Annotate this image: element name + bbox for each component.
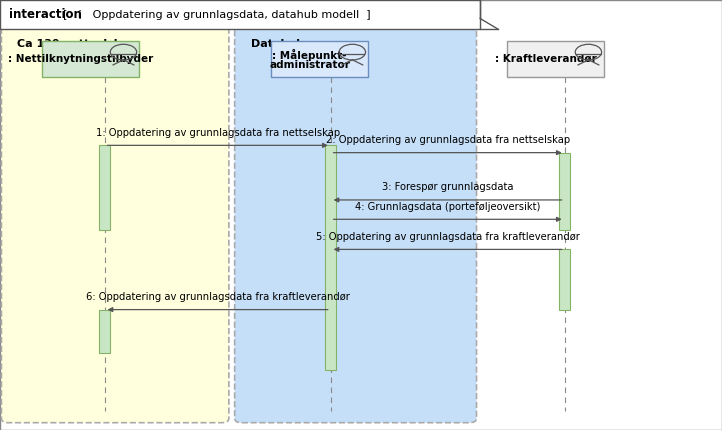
Text: 6: Oppdatering av grunnlagsdata fra kraftleverandør: 6: Oppdatering av grunnlagsdata fra kraf… (86, 292, 349, 302)
Text: administrator: administrator (269, 60, 350, 70)
Text: : Kraftleverandør: : Kraftleverandør (495, 54, 596, 64)
Text: 2: Oppdatering av grunnlagsdata fra nettselskap: 2: Oppdatering av grunnlagsdata fra nett… (326, 135, 570, 145)
Bar (507, 41, 604, 77)
FancyBboxPatch shape (235, 25, 477, 423)
Bar (271, 41, 368, 77)
Text: interaction: interaction (9, 8, 82, 21)
Bar (0, 0, 480, 29)
Bar (99, 310, 110, 353)
Bar (99, 145, 110, 230)
FancyBboxPatch shape (1, 25, 229, 423)
Text: : Målepunkt-: : Målepunkt- (272, 49, 347, 61)
Bar (325, 145, 336, 370)
Text: 3: Forespør grunnlagsdata: 3: Forespør grunnlagsdata (382, 182, 513, 192)
Text: 1: Oppdatering av grunnlagsdata fra nettselskap: 1: Oppdatering av grunnlagsdata fra nett… (95, 128, 340, 138)
Text: Datahub: Datahub (251, 39, 304, 49)
Text: Ca 130 nettselskap: Ca 130 nettselskap (17, 39, 137, 49)
Bar (559, 249, 570, 310)
Text: 4: Grunnlagsdata (porteføljeoversikt): 4: Grunnlagsdata (porteføljeoversikt) (355, 202, 540, 212)
Text: [  ⋮  Oppdatering av grunnlagsdata, datahub modell  ]: [ ⋮ Oppdatering av grunnlagsdata, datahu… (63, 9, 370, 20)
Text: : Nettilknytningstilbyder: : Nettilknytningstilbyder (8, 54, 154, 64)
Bar (42, 41, 139, 77)
Text: 5: Oppdatering av grunnlagsdata fra kraftleverandør: 5: Oppdatering av grunnlagsdata fra kraf… (316, 232, 580, 242)
Bar (559, 153, 570, 230)
